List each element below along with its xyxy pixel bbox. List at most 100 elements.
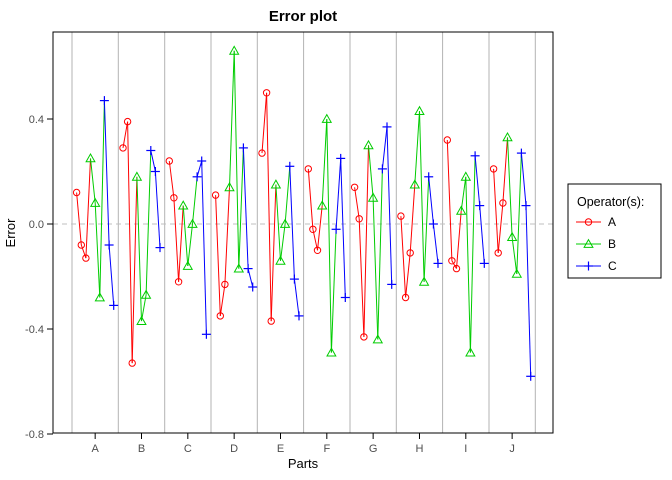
trial-connector-line <box>516 153 522 274</box>
trial-connector-line <box>233 50 240 269</box>
trial-connector-line <box>270 184 277 322</box>
trial-connector-line <box>201 160 207 335</box>
trial-connector-line <box>280 223 286 261</box>
triangle-marker <box>182 260 194 270</box>
x-tick-label: E <box>277 443 284 455</box>
trial-connector-line <box>525 205 532 377</box>
trial-connector-line <box>474 155 481 206</box>
x-axis-title: Parts <box>288 456 319 471</box>
triangle-marker <box>85 152 96 163</box>
trial-connector-line <box>238 147 244 269</box>
circle-marker <box>397 212 405 220</box>
y-tick-label: -0.8 <box>25 429 44 441</box>
triangle-marker <box>270 179 282 189</box>
triangle-marker <box>131 171 143 181</box>
circle-marker <box>82 254 90 262</box>
trial-connector-line <box>358 218 365 337</box>
trial-connector-line <box>307 168 314 230</box>
triangle-marker <box>506 231 518 241</box>
triangle-marker <box>228 45 240 55</box>
triangle-marker <box>367 192 379 202</box>
trial-connector-line <box>80 244 87 259</box>
trial-connector-line <box>76 192 82 246</box>
trial-connector-line <box>317 205 323 251</box>
trial-connector-line <box>108 244 115 306</box>
triangle-marker <box>233 263 245 273</box>
circle-marker <box>406 249 414 257</box>
trial-connector-line <box>368 145 374 198</box>
trial-connector-line <box>326 118 332 353</box>
legend-item-operator-B: B <box>576 237 616 251</box>
x-tick-label: F <box>323 443 330 455</box>
triangle-marker <box>372 334 384 344</box>
trial-connector-line <box>335 158 342 230</box>
trial-connector-line <box>386 126 393 285</box>
circle-marker <box>309 225 317 234</box>
trial-connector-line <box>275 184 281 261</box>
triangle-marker <box>409 179 421 189</box>
trial-connector-line <box>330 229 337 353</box>
circle-marker <box>216 312 225 320</box>
circle-marker <box>452 264 461 273</box>
x-tick-label: B <box>138 443 145 455</box>
trial-connector-line <box>460 176 467 211</box>
circle-marker <box>494 249 502 257</box>
triangle-marker <box>279 218 291 228</box>
circle-marker <box>258 149 266 157</box>
triangle-marker <box>187 218 198 228</box>
trial-connector-line <box>363 145 369 337</box>
series-lines <box>76 50 532 377</box>
trial-connector-line <box>229 50 235 188</box>
trial-connector-line <box>127 121 133 364</box>
trial-connector-line <box>173 197 180 282</box>
axis-ticks-and-labels: 0.4 0.0 -0.4 -0.8 A B C D E F G H I J <box>25 114 515 455</box>
trial-connector-line <box>103 100 110 246</box>
triangle-marker <box>275 255 286 265</box>
x-tick-label: I <box>464 443 467 455</box>
trial-connector-line <box>354 187 360 219</box>
legend-item-label: B <box>608 237 616 251</box>
circle-marker <box>170 194 178 202</box>
trial-connector-line <box>192 176 198 225</box>
trial-connector-line <box>178 205 184 282</box>
trial-connector-line <box>196 160 203 177</box>
trial-connector-line <box>215 195 221 316</box>
trial-connector-line <box>465 176 471 353</box>
trial-connector-line <box>446 139 453 261</box>
trial-connector-line <box>141 294 147 322</box>
circle-marker <box>401 293 410 302</box>
circle-marker <box>128 359 136 367</box>
trial-connector-line <box>469 155 476 353</box>
triangle-marker <box>136 315 147 325</box>
chart-title: Error plot <box>269 8 337 25</box>
legend-item-operator-C: C <box>576 259 617 273</box>
trial-connector-line <box>423 176 430 282</box>
legend-box <box>567 183 662 279</box>
triangle-marker <box>465 347 476 357</box>
trial-connector-line <box>377 168 383 340</box>
trial-connector-line <box>493 168 499 253</box>
trial-connector-line <box>428 176 434 225</box>
trial-connector-line <box>400 216 407 298</box>
x-tick-label: G <box>369 443 378 455</box>
triangle-marker <box>363 139 374 150</box>
trial-connector-line <box>131 176 138 364</box>
y-axis-title: Error <box>3 218 18 248</box>
trial-connector-line <box>451 260 457 269</box>
circle-marker <box>350 183 359 192</box>
triangle-marker <box>583 238 594 248</box>
circle-marker <box>304 165 312 173</box>
trial-connector-line <box>219 284 226 316</box>
trial-connector-line <box>266 92 272 322</box>
trial-connector-line <box>145 150 152 295</box>
triangle-marker <box>140 289 152 299</box>
legend: Operator(s): ABC <box>567 183 662 279</box>
trial-connector-line <box>242 147 249 269</box>
trial-connector-line <box>90 158 96 204</box>
circle-marker <box>360 333 368 341</box>
triangle-marker <box>414 105 425 115</box>
trial-connector-line <box>187 223 193 267</box>
legend-item-operator-A: A <box>576 215 616 229</box>
